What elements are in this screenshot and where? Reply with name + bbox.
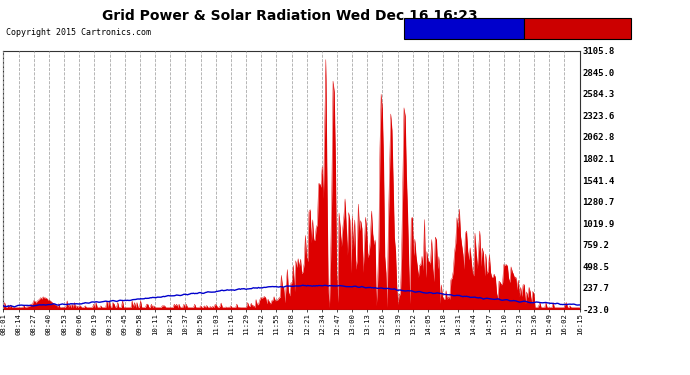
Text: Copyright 2015 Cartronics.com: Copyright 2015 Cartronics.com: [6, 28, 150, 37]
Text: Grid (AC Watts): Grid (AC Watts): [527, 24, 602, 33]
Text: Grid Power & Solar Radiation Wed Dec 16 16:23: Grid Power & Solar Radiation Wed Dec 16 …: [102, 9, 477, 23]
Text: Radiation (w/m2): Radiation (w/m2): [406, 24, 486, 33]
